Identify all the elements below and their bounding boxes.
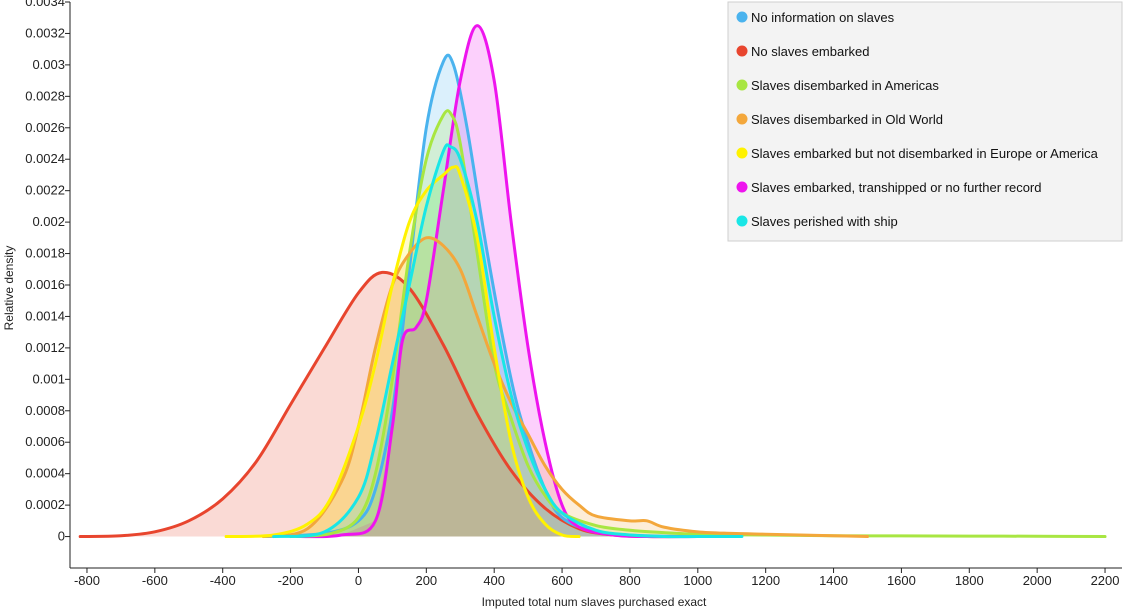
y-axis-title: Relative density <box>2 246 16 331</box>
legend-marker-slaves-disembarked-in-old-world <box>736 113 748 125</box>
x-tick-label: 2000 <box>1023 573 1052 588</box>
density-lines <box>78 24 1107 539</box>
line-slaves-embarked-but-not-disembarked-in-europe-or-america <box>224 164 581 539</box>
y-tick-label: 0.002 <box>32 214 65 229</box>
legend-label-slaves-embarked-transhipped-or-no-further-record: Slaves embarked, transhipped or no furth… <box>751 180 1042 195</box>
legend-box <box>727 1 1123 242</box>
legend-marker-no-information-on-slaves <box>736 11 748 23</box>
legend-marker-slaves-disembarked-in-americas <box>736 79 748 91</box>
legend: No information on slaves No slaves embark… <box>727 1 1123 242</box>
legend-marker-no-slaves-embarked <box>736 45 748 57</box>
x-tick-label: 2200 <box>1091 573 1120 588</box>
line-slaves-embarked-transhipped-or-no-further-record <box>295 24 700 539</box>
y-tick-label: 0.0032 <box>25 25 65 40</box>
x-tick-label: 1400 <box>819 573 848 588</box>
line-slaves-disembarked-in-old-world <box>261 236 869 539</box>
legend-label-slaves-perished-with-ship: Slaves perished with ship <box>751 214 898 229</box>
y-tick-label: 0 <box>58 529 65 544</box>
x-tick-label: 1000 <box>683 573 712 588</box>
y-tick-label: 0.0024 <box>25 151 65 166</box>
y-tick-label: 0.0004 <box>25 466 65 481</box>
x-tick-label: 0 <box>355 573 362 588</box>
x-tick-label: 1600 <box>887 573 916 588</box>
line-slaves-perished-with-ship <box>272 143 744 539</box>
legend-label-slaves-disembarked-in-americas: Slaves disembarked in Americas <box>751 78 939 93</box>
legend-marker-slaves-embarked-but-not-disembarked-in-europe-or-america <box>736 147 748 159</box>
x-tick-label: 1200 <box>751 573 780 588</box>
x-tick-label: 400 <box>483 573 505 588</box>
area-slaves-disembarked-in-americas <box>290 110 1106 537</box>
y-tick-label: 0.001 <box>32 371 65 386</box>
x-tick-label: 600 <box>551 573 573 588</box>
legend-marker-slaves-embarked-transhipped-or-no-further-record <box>736 181 748 193</box>
y-tick-label: 0.0026 <box>25 120 65 135</box>
y-tick-label: 0.0028 <box>25 88 65 103</box>
x-tick-label: -600 <box>142 573 168 588</box>
x-tick-label: -400 <box>210 573 236 588</box>
area-no-information-on-slaves <box>263 55 698 537</box>
y-tick-label: 0.0018 <box>25 246 65 261</box>
overlap-fill <box>256 310 698 537</box>
legend-label-no-information-on-slaves: No information on slaves <box>751 10 895 25</box>
legend-label-slaves-embarked-but-not-disembarked-in-europe-or-america: Slaves embarked but not disembarked in E… <box>751 146 1099 161</box>
area-overlap <box>256 310 698 537</box>
axes: -800 -600 -400 -200 0 200 400 600 800 1000 1200 140… <box>25 0 1122 588</box>
y-tick-label: 0.0002 <box>25 497 65 512</box>
y-tick-label: 0.0022 <box>25 183 65 198</box>
y-tick-label: 0.0006 <box>25 434 65 449</box>
y-tick-label: 0.0034 <box>25 0 65 9</box>
x-tick-label: 200 <box>415 573 437 588</box>
x-axis-title: Imputed total num slaves purchased exact <box>482 595 707 609</box>
legend-label-no-slaves-embarked: No slaves embarked <box>751 44 870 59</box>
y-tick-label: 0.0012 <box>25 340 65 355</box>
y-tick-label: 0.0016 <box>25 277 65 292</box>
x-tick-label: 1800 <box>955 573 984 588</box>
y-tick-label: 0.0014 <box>25 308 65 323</box>
legend-marker-slaves-perished-with-ship <box>736 215 748 227</box>
x-tick-label: -800 <box>74 573 100 588</box>
x-tick-label: 800 <box>619 573 641 588</box>
y-tick-label: 0.003 <box>32 57 65 72</box>
x-tick-label: -200 <box>278 573 304 588</box>
y-tick-label: 0.0008 <box>25 403 65 418</box>
legend-label-slaves-disembarked-in-old-world: Slaves disembarked in Old World <box>751 112 943 127</box>
